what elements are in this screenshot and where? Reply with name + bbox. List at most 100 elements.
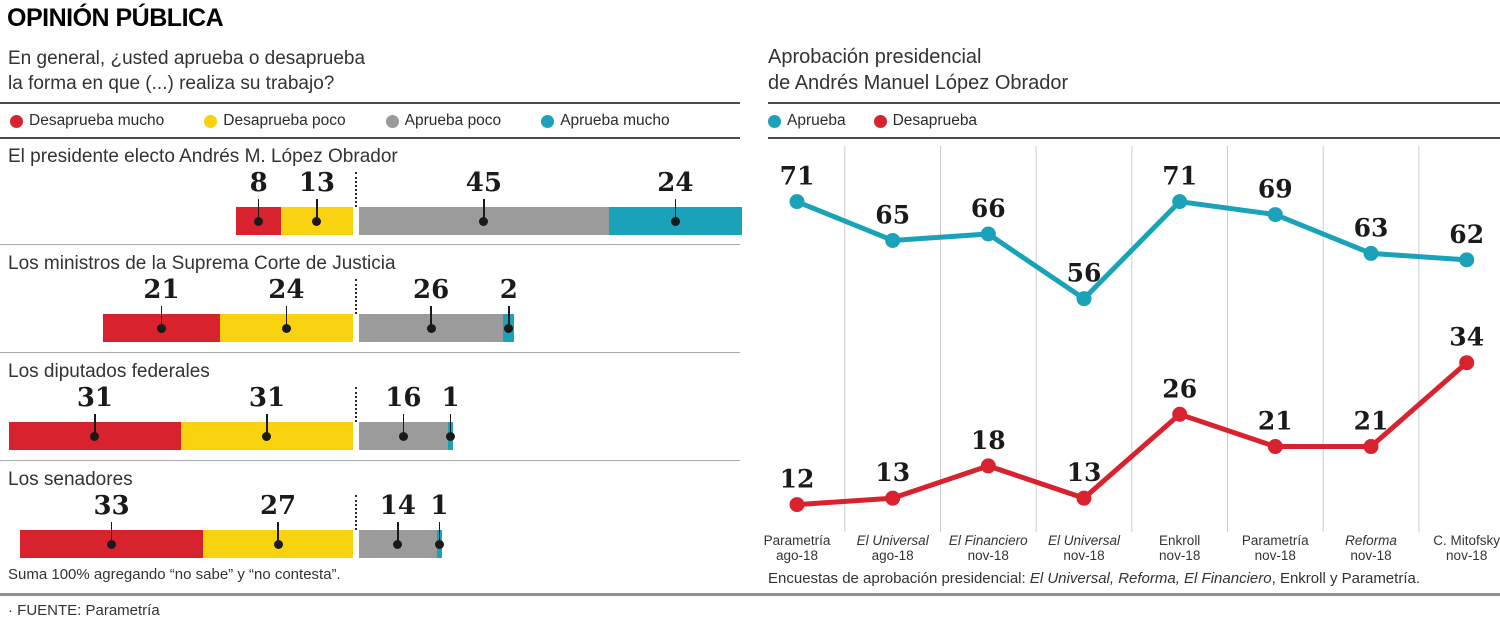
value-leader-line — [285, 306, 288, 328]
left-legend: Desaprueba mucho Desaprueba poco Aprueba p… — [10, 112, 730, 130]
data-point-dot — [885, 232, 901, 248]
legend-item-label: Aprueba — [787, 112, 846, 129]
point-value-label: 69 — [1258, 175, 1293, 204]
point-value-label: 56 — [1067, 259, 1102, 288]
bar-row-label: Los diputados federales — [8, 361, 210, 382]
bar-value-label: 31 — [248, 383, 286, 413]
value-leader-line — [94, 414, 96, 436]
data-point-dot — [1267, 207, 1283, 223]
point-value-label: 26 — [1162, 374, 1197, 403]
data-point-dot — [789, 497, 805, 513]
point-value-label: 34 — [1449, 323, 1484, 352]
caption-text-part: El Universal, Reforma, El Financiero — [1029, 570, 1272, 587]
value-marker-dot — [434, 539, 444, 549]
value-leader-line — [449, 414, 452, 436]
legend-item-label: Desaprueba — [892, 112, 978, 129]
poll-source: Parametría — [763, 533, 831, 548]
legend-color-dot-icon — [204, 114, 218, 128]
legend-color-dot-icon — [10, 114, 23, 128]
neutral-divider-dotted-line — [355, 279, 357, 314]
bar-value-label: 31 — [76, 383, 114, 413]
poll-label: Parametría nov-18 — [1220, 533, 1330, 563]
legend-color-dot-icon — [541, 114, 555, 128]
line-chart-title: Aprobación presidencial de Andrés Manuel… — [768, 44, 1068, 96]
legend-item-label: Desaprueba mucho — [29, 112, 165, 129]
point-value-label: 62 — [1449, 220, 1484, 249]
point-value-label: 13 — [875, 458, 910, 487]
value-marker-dot — [393, 539, 403, 549]
poll-label: C. Mitofsky nov-18 — [1412, 533, 1500, 563]
line-chart-title-line1: Aprobación presidencial — [768, 46, 982, 68]
stacked-bar-chart: El presidente electo Andrés M. López Obr… — [0, 0, 745, 619]
poll-date: ago-18 — [775, 548, 819, 563]
poll-source: Reforma — [1345, 533, 1397, 548]
value-leader-line — [110, 522, 113, 544]
neutral-divider-dotted-line — [355, 495, 357, 530]
bar-value-label: 26 — [413, 275, 450, 305]
bar-value-label: 24 — [657, 168, 694, 198]
bar-value-label: 8 — [249, 168, 268, 198]
bar-row-label: Los senadores — [8, 469, 133, 490]
data-point-dot — [1267, 439, 1283, 455]
legend-item-label: Aprueba mucho — [560, 112, 670, 129]
caption-text-part: , Enkroll y Parametría. — [1271, 570, 1420, 587]
right-legend-bottom-rule — [768, 137, 1500, 139]
row-separator — [0, 352, 740, 353]
legend-color-dot-icon — [385, 114, 399, 128]
data-point-dot — [1459, 252, 1475, 268]
poll-label: Enkroll nov-18 — [1125, 533, 1235, 563]
value-marker-dot — [670, 216, 680, 226]
poll-label: El Universal ago-18 — [838, 533, 948, 563]
value-leader-line — [438, 522, 441, 544]
bar-row-label: El presidente electo Andrés M. López Obr… — [8, 146, 398, 167]
value-leader-line — [430, 306, 432, 328]
poll-label: El Universal nov-18 — [1029, 533, 1139, 563]
data-point-dot — [1363, 439, 1379, 455]
legend-item-label: Aprueba poco — [404, 112, 502, 129]
value-marker-dot — [504, 323, 514, 333]
point-value-label: 21 — [1258, 407, 1293, 436]
data-point-dot — [980, 226, 996, 242]
point-value-label: 66 — [971, 194, 1006, 223]
poll-source: C. Mitofsky — [1433, 533, 1500, 548]
poll-date: ago-18 — [871, 548, 914, 563]
point-value-label: 65 — [875, 200, 910, 229]
data-point-dot — [1076, 291, 1092, 307]
point-value-label: 21 — [1354, 407, 1389, 436]
approval-line-chart: 71 65 66 56 71 69 63 62 12 13 18 13 26 21 21 34 — [780, 146, 1484, 532]
value-marker-dot — [398, 431, 408, 441]
bar-value-label: 27 — [259, 491, 297, 521]
data-point-dot — [1172, 406, 1188, 422]
value-marker-dot — [281, 323, 291, 333]
data-point-dot — [1459, 355, 1475, 371]
value-marker-dot — [262, 431, 272, 441]
bar-value-label: 1 — [441, 383, 460, 413]
legend-item: Aprueba — [768, 112, 846, 130]
point-value-label: 18 — [971, 426, 1006, 455]
bar-value-label: 1 — [430, 491, 449, 521]
value-leader-line — [160, 306, 163, 328]
poll-source: El Universal — [856, 533, 929, 548]
poll-source: Enkroll — [1159, 533, 1201, 548]
source-note: · FUENTE: Parametría — [8, 602, 160, 619]
bar-value-label: 24 — [268, 275, 305, 305]
legend-item: Desaprueba mucho — [10, 112, 164, 130]
legend-color-dot-icon — [873, 114, 887, 128]
page-title: OPINIÓN PÚBLICA — [7, 4, 224, 32]
right-caption: Encuestas de aprobación presidencial: El… — [768, 570, 1420, 587]
value-marker-dot — [446, 431, 456, 441]
survey-question-line2: la forma en que (...) realiza su trabajo… — [8, 73, 335, 94]
value-marker-dot — [157, 323, 167, 333]
bar-value-label: 45 — [465, 168, 502, 198]
value-leader-line — [266, 414, 268, 436]
data-point-dot — [789, 194, 805, 210]
left-footnote: Suma 100% agregando “no sabe” y “no cont… — [8, 566, 341, 583]
survey-question: En general, ¿usted aprueba o desaprueba … — [8, 46, 365, 96]
point-value-label: 63 — [1354, 213, 1389, 242]
poll-label: Reforma nov-18 — [1316, 533, 1426, 563]
value-leader-line — [316, 199, 318, 221]
point-value-label: 71 — [1162, 162, 1197, 191]
bar-row-label: Los ministros de la Suprema Corte de Jus… — [8, 253, 396, 274]
value-leader-line — [277, 522, 279, 544]
